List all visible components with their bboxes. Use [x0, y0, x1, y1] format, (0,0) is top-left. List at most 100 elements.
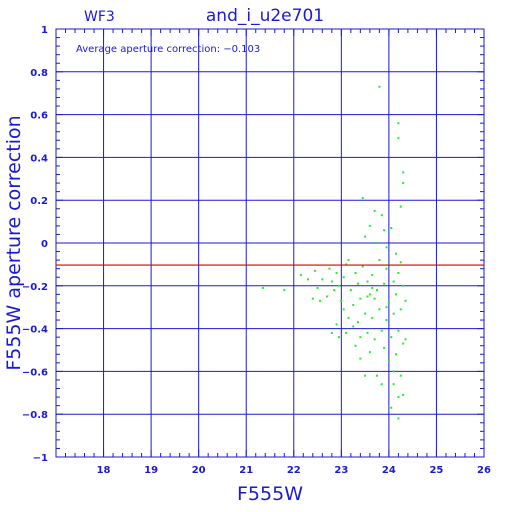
- data-point: [340, 299, 343, 302]
- chart-title: and_i_u2e701: [206, 6, 324, 26]
- data-point: [376, 374, 378, 377]
- data-point: [380, 214, 383, 217]
- data-point: [383, 282, 386, 285]
- grid: [56, 28, 485, 458]
- x-axis-label: F555W: [237, 483, 303, 505]
- data-point: [364, 374, 367, 377]
- data-point: [356, 321, 359, 324]
- tick-labels: 18 19 20 21 22 23 24 25 26 1 0.8 0.6 0.4 0.2 0 −0.2 −0.4…: [22, 25, 491, 476]
- data-point: [321, 278, 324, 281]
- tick-marks: [55, 28, 485, 458]
- data-point: [390, 336, 393, 339]
- data-point: [311, 297, 314, 300]
- data-point: [404, 299, 407, 302]
- x-tick-label: 21: [239, 465, 253, 476]
- data-point: [402, 393, 405, 396]
- data-point: [397, 329, 400, 332]
- x-tick-label: 22: [287, 465, 301, 476]
- x-tick-label: 18: [97, 465, 111, 476]
- data-point: [371, 286, 374, 289]
- data-point: [261, 286, 264, 289]
- data-point: [385, 319, 388, 322]
- data-point: [347, 316, 350, 319]
- data-point: [345, 263, 348, 266]
- data-point: [361, 265, 364, 268]
- data-point: [404, 338, 407, 341]
- data-point: [359, 336, 362, 339]
- y-tick-label: 0.2: [30, 196, 48, 207]
- data-point: [371, 316, 374, 319]
- data-point: [335, 271, 338, 274]
- data-point: [385, 267, 388, 270]
- data-point: [399, 205, 402, 208]
- x-tick-label: 20: [192, 465, 206, 476]
- data-point: [347, 259, 350, 262]
- data-point: [371, 274, 374, 277]
- data-point: [380, 329, 383, 332]
- data-point: [368, 293, 371, 296]
- data-point: [378, 85, 381, 88]
- data-point: [395, 353, 398, 356]
- data-point: [328, 267, 331, 270]
- data-point: [314, 269, 317, 272]
- data-point: [345, 331, 348, 334]
- data-point: [378, 259, 381, 262]
- data-points: [261, 85, 407, 420]
- data-point: [383, 346, 386, 349]
- data-point: [397, 417, 400, 420]
- y-tick-label: 0.8: [30, 68, 48, 79]
- data-point: [283, 289, 286, 292]
- data-point: [395, 293, 398, 296]
- data-point: [402, 182, 405, 185]
- average-annotation: Average aperture correction: −0.103: [76, 44, 260, 55]
- data-point: [387, 263, 390, 266]
- x-tick-label: 26: [477, 465, 491, 476]
- y-tick-label: −0.4: [22, 325, 48, 336]
- y-tick-label: 1: [41, 25, 48, 36]
- y-tick-label: −1: [33, 453, 48, 464]
- data-point: [399, 308, 402, 311]
- data-point: [366, 280, 369, 283]
- data-point: [361, 197, 364, 200]
- data-point: [373, 209, 376, 212]
- x-tick-label: 24: [382, 465, 396, 476]
- data-point: [366, 331, 369, 334]
- x-tick-label: 25: [429, 465, 443, 476]
- data-point: [342, 308, 345, 311]
- data-point: [397, 396, 400, 399]
- data-point: [402, 342, 405, 345]
- y-tick-label: −0.2: [22, 282, 48, 293]
- data-point: [392, 280, 395, 283]
- x-tick-label: 23: [334, 465, 348, 476]
- data-point: [352, 304, 355, 307]
- data-point: [359, 357, 362, 360]
- data-point: [364, 235, 367, 238]
- y-tick-label: 0.6: [30, 111, 48, 122]
- data-point: [373, 338, 376, 341]
- data-point: [380, 383, 383, 386]
- data-point: [307, 278, 310, 281]
- data-point: [337, 284, 340, 287]
- data-point: [399, 374, 402, 377]
- data-point: [368, 224, 371, 227]
- data-point: [354, 271, 357, 274]
- y-tick-label: −0.6: [22, 367, 48, 378]
- data-point: [326, 295, 329, 298]
- y-tick-label: 0: [41, 239, 48, 250]
- data-point: [335, 323, 338, 326]
- data-point: [299, 274, 302, 277]
- data-point: [402, 171, 405, 174]
- data-point: [378, 308, 381, 311]
- x-tick-label: 19: [144, 465, 158, 476]
- data-point: [399, 261, 402, 264]
- data-point: [395, 252, 398, 255]
- data-point: [402, 284, 405, 287]
- data-point: [337, 336, 340, 339]
- data-point: [352, 325, 355, 328]
- data-point: [316, 286, 319, 289]
- data-point: [387, 301, 390, 304]
- data-point: [390, 406, 393, 409]
- data-point: [397, 271, 400, 274]
- data-point: [366, 295, 369, 298]
